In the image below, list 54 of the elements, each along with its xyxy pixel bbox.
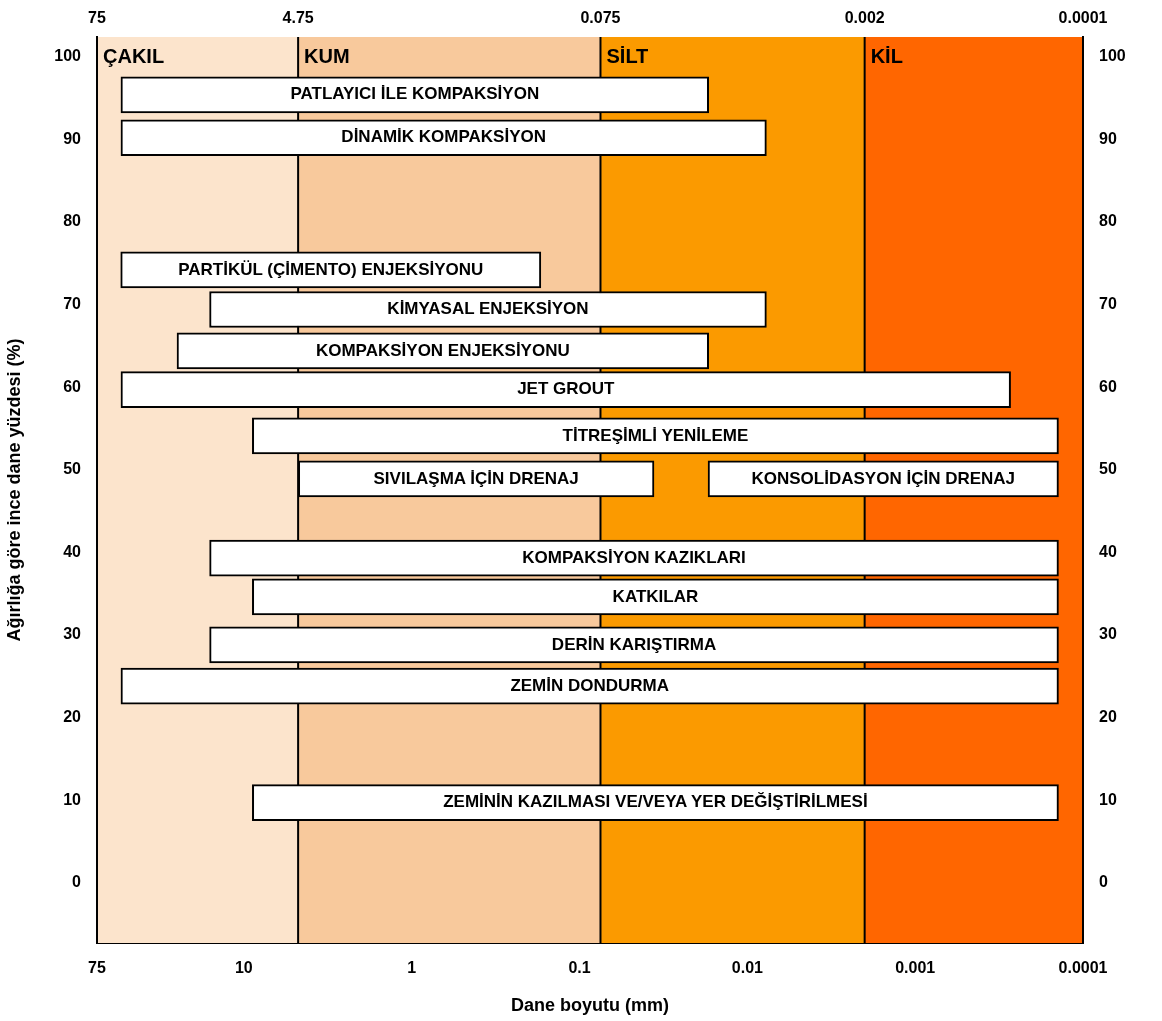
band-label: KUM — [304, 44, 350, 67]
y2-tick-label: 50 — [1099, 460, 1117, 478]
band-label: SİLT — [606, 44, 649, 67]
band-label: KİL — [870, 44, 903, 67]
series-label: KATKILAR — [612, 586, 699, 606]
series-label: KOMPAKSİYON KAZIKLARI — [522, 547, 746, 567]
ref-line-label: 0.0001 — [1058, 9, 1108, 27]
y-tick-label: 50 — [63, 460, 82, 478]
series-label: PATLAYICI İLE KOMPAKSİYON — [290, 84, 540, 104]
series-label: DERİN KARIŞTIRMA — [551, 634, 717, 654]
series-label: KONSOLİDASYON İÇİN DRENAJ — [751, 468, 1016, 488]
y-tick-label: 60 — [63, 377, 82, 395]
y-tick-label: 30 — [63, 625, 82, 643]
series-label: KİMYASAL ENJEKSİYON — [387, 299, 589, 319]
y2-tick-label: 100 — [1099, 47, 1126, 65]
y-tick-label: 80 — [63, 212, 82, 230]
y2-tick-label: 10 — [1099, 790, 1117, 808]
ref-line-label: 4.75 — [282, 9, 314, 27]
x-tick-label: 10 — [234, 959, 253, 977]
x-tick-label: 0.01 — [731, 959, 764, 977]
series-label: TİTREŞİMLİ YENİLEME — [562, 425, 749, 445]
series-label: PARTİKÜL (ÇİMENTO) ENJEKSİYONU — [178, 259, 484, 279]
series-label: KOMPAKSİYON ENJEKSİYONU — [315, 340, 570, 360]
y2-tick-label: 80 — [1099, 212, 1117, 230]
series-label: JET GROUT — [517, 379, 616, 399]
y2-tick-label: 20 — [1099, 707, 1117, 725]
y2-tick-label: 30 — [1099, 625, 1117, 643]
x-tick-label: 0.0001 — [1058, 959, 1108, 977]
y-tick-label: 20 — [63, 707, 82, 725]
y-tick-label: 90 — [63, 129, 82, 147]
y-tick-label: 0 — [72, 873, 82, 891]
x-tick-label: 0.001 — [895, 959, 936, 977]
y-tick-label: 10 — [63, 790, 82, 808]
ref-line-label: 75 — [88, 9, 106, 27]
x-tick-label: 75 — [88, 959, 106, 977]
y-tick-label: 100 — [54, 47, 82, 65]
series-label: SIVILAŞMA İÇİN DRENAJ — [373, 468, 579, 488]
x-axis-title: Dane boyutu (mm) — [510, 995, 670, 1016]
ref-line-label: 0.002 — [844, 9, 885, 27]
ref-line-label: 0.075 — [580, 9, 621, 27]
x-tick-label: 1 — [407, 959, 417, 977]
y-tick-label: 40 — [63, 542, 82, 560]
y-axis-title: Ağırlığa göre ince dane yüzdesi (%) — [3, 338, 24, 642]
x-tick-label: 0.1 — [568, 959, 591, 977]
band-label: ÇAKIL — [103, 44, 165, 67]
y2-tick-label: 40 — [1099, 542, 1117, 560]
series-label: ZEMİN DONDURMA — [510, 675, 670, 695]
y2-tick-label: 0 — [1099, 873, 1108, 891]
y-tick-label: 70 — [63, 294, 82, 312]
y2-tick-label: 60 — [1099, 377, 1117, 395]
series-label: ZEMİNİN KAZILMASI VE/VEYA YER DEĞİŞTİRİLMESİ — [443, 792, 868, 812]
y2-tick-label: 90 — [1099, 129, 1117, 147]
series-label: DİNAMİK KOMPAKSİYON — [341, 127, 546, 147]
y2-tick-label: 70 — [1099, 294, 1117, 312]
